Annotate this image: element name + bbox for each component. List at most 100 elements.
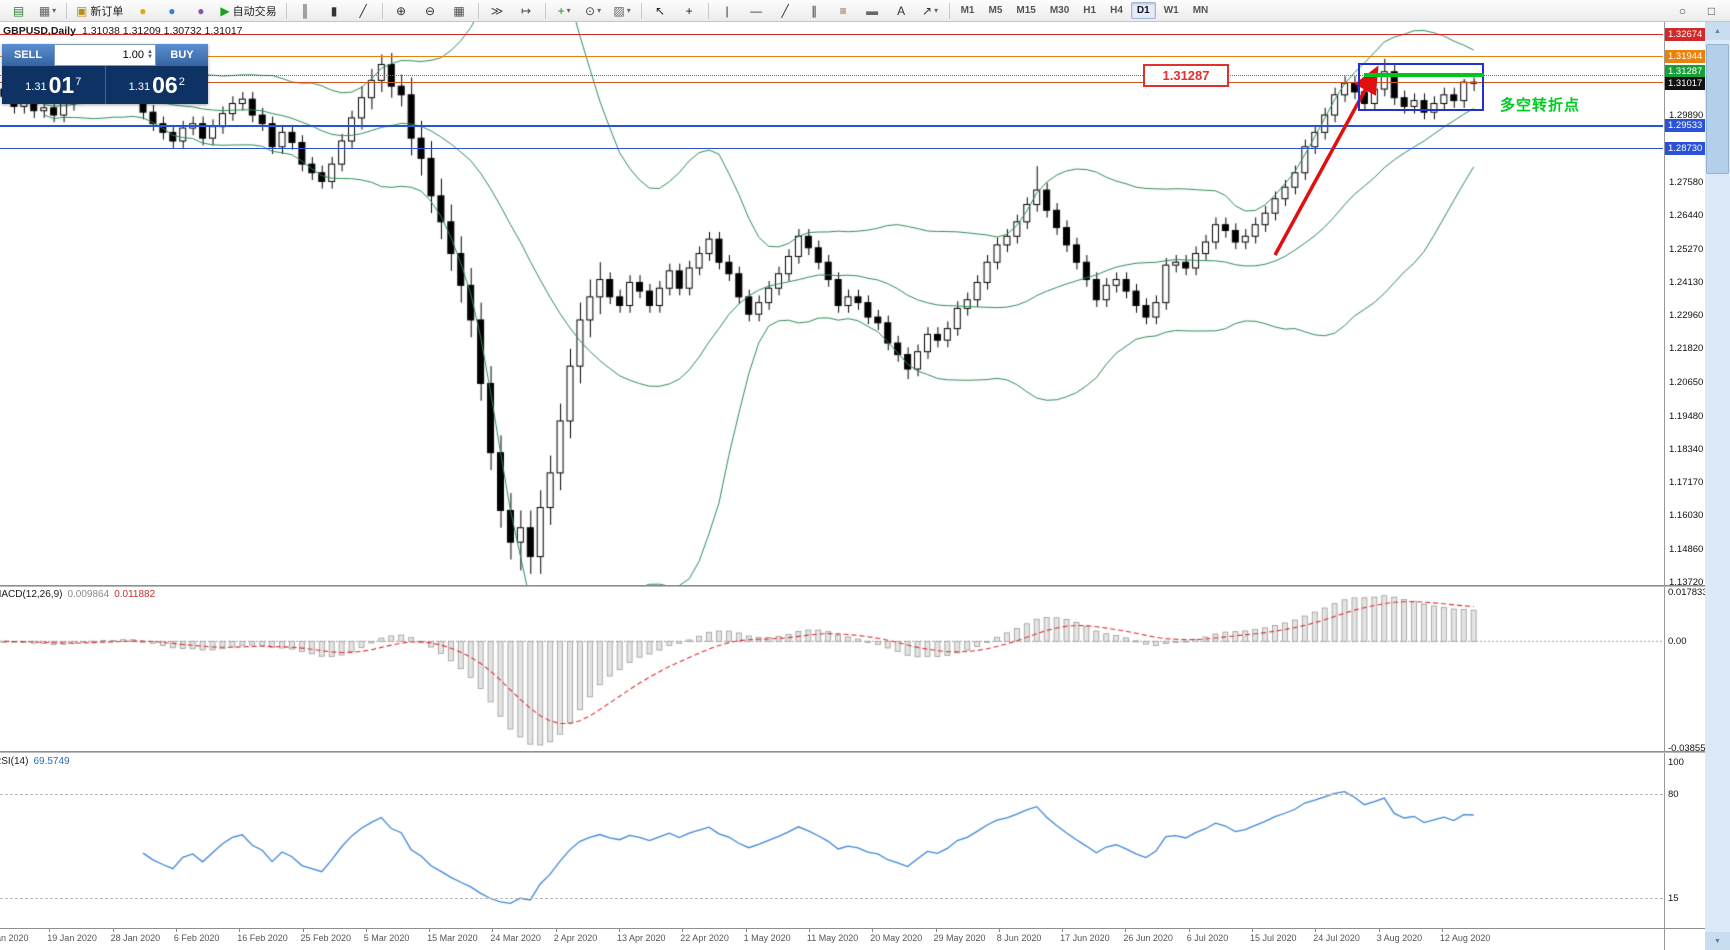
timeframe-h1-button[interactable]: H1 <box>1083 5 1097 16</box>
trendline-button[interactable]: ╱ <box>772 0 799 21</box>
help-center-button[interactable]: ● <box>187 0 214 21</box>
vertical-line-button[interactable]: | <box>714 0 741 21</box>
pin-window-icon: □ <box>1707 3 1716 18</box>
cursor-button[interactable]: ↖ <box>647 0 674 21</box>
toolbar-divider <box>477 2 479 19</box>
spinner-up-icon[interactable]: ▲ <box>147 49 153 55</box>
bar-chart-type-button[interactable]: ║ <box>292 0 319 21</box>
periods-button[interactable]: ⊙ ▾ <box>580 0 607 21</box>
price-callout-label[interactable]: 1.31287 <box>1143 64 1229 87</box>
macd-rsi-splitter[interactable] <box>0 751 1705 753</box>
price-axis-tick: 1.20650 <box>1669 376 1704 388</box>
new-chart-button[interactable]: ▤ <box>5 0 32 21</box>
timeframe-m5-button[interactable]: M5 <box>988 5 1003 16</box>
text-button[interactable]: A <box>888 0 915 21</box>
price-axis-tick: 1.17170 <box>1669 477 1704 489</box>
equidistant-channel-button[interactable]: ∥ <box>801 0 828 21</box>
deposit-funds-button[interactable]: ● <box>129 0 156 21</box>
scrollbar-up-icon[interactable]: ▲ <box>1705 22 1730 40</box>
crosshair-button[interactable]: + <box>676 0 703 21</box>
scrollbar-thumb[interactable] <box>1706 44 1729 174</box>
date-tick <box>239 928 241 932</box>
resistance-line-lower[interactable] <box>0 55 1663 57</box>
indicators-button[interactable]: + ▾ <box>551 0 578 21</box>
scrollbar-down-icon[interactable]: ▼ <box>1705 932 1730 950</box>
support-line-upper[interactable] <box>0 124 1663 127</box>
chart-profiles-button[interactable]: ▦ ▾ <box>34 0 61 21</box>
buy-button[interactable]: BUY <box>156 44 208 66</box>
date-tick <box>1125 928 1127 932</box>
fibonacci-icon: ≡ <box>839 3 847 18</box>
zoom-out-button[interactable]: ⊖ <box>417 0 444 21</box>
line-chart-type-button[interactable]: ╱ <box>350 0 377 21</box>
shapes-button[interactable]: ▬ <box>859 0 886 21</box>
rsi-axis-label: 100 <box>1668 757 1684 768</box>
macd-panel-canvas[interactable] <box>0 586 1663 751</box>
auto-scroll-button[interactable]: ≫ <box>484 0 511 21</box>
pin-window-button[interactable]: □ <box>1698 0 1725 21</box>
timeframe-m30-button[interactable]: M30 <box>1049 5 1070 16</box>
autotrading-icon: ▶ <box>220 3 230 18</box>
date-label: 8 Jan 2020 <box>0 933 29 943</box>
price-axis-tick: 1.13720 <box>1669 576 1704 588</box>
timeframe-mn-button[interactable]: MN <box>1192 5 1209 16</box>
bid-price-line[interactable] <box>0 82 1663 84</box>
date-label: 26 Jun 2020 <box>1123 933 1173 943</box>
volume-spinner[interactable]: ▲ ▼ <box>147 49 153 60</box>
turning-point-level-line[interactable] <box>0 74 1663 76</box>
spinner-down-icon[interactable]: ▼ <box>147 54 153 60</box>
date-tick <box>1188 928 1190 932</box>
support-line-lower[interactable] <box>0 148 1663 150</box>
buy-price[interactable]: 1.31 06 2 <box>106 66 209 104</box>
vertical-scrollbar[interactable]: ▲ ▼ <box>1705 22 1730 950</box>
arrows-button[interactable]: ↗ ▾ <box>917 0 944 21</box>
date-tick <box>429 928 431 932</box>
macd-main-value: 0.009864 <box>67 589 110 600</box>
fibonacci-button[interactable]: ≡ <box>830 0 857 21</box>
mql5-community-button[interactable]: ● <box>158 0 185 21</box>
resistance-line-upper[interactable] <box>0 34 1663 36</box>
horizontal-line-button[interactable]: — <box>743 0 770 21</box>
timeframe-d1-button[interactable]: D1 <box>1130 2 1156 19</box>
price-axis-tick: 1.19480 <box>1669 410 1704 422</box>
date-axis-separator <box>0 928 1705 929</box>
sell-button[interactable]: SELL <box>2 44 54 66</box>
rsi-level-80 <box>0 794 1663 795</box>
autotrading-button[interactable]: ▶ 自动交易 <box>216 0 280 21</box>
turning-point-note[interactable]: 多空转折点 <box>1500 97 1581 114</box>
volume-input[interactable]: 1.00 ▲ ▼ <box>54 44 156 66</box>
templates-button[interactable]: ▨ ▾ <box>609 0 636 21</box>
date-tick <box>112 928 114 932</box>
timeframe-w1-button[interactable]: W1 <box>1163 5 1179 16</box>
price-chart-canvas[interactable] <box>0 22 1663 585</box>
new-order-button[interactable]: ▣ 新订单 <box>72 0 127 21</box>
breakout-level-segment[interactable] <box>1364 73 1484 77</box>
chart-shift-icon: ↦ <box>521 3 532 18</box>
price-axis[interactable]: 1.29890 1.27580 1.26440 1.25270 1.24130 1.229… <box>1664 22 1711 950</box>
date-tick <box>935 928 937 932</box>
chart-shift-button[interactable]: ↦ <box>513 0 540 21</box>
date-tick <box>1441 928 1443 932</box>
zoom-in-button[interactable]: ⊕ <box>388 0 415 21</box>
timeframe-m1-button[interactable]: M1 <box>960 5 975 16</box>
macd-axis-label: -0.038559 <box>1668 743 1711 754</box>
tile-windows-icon: ▦ <box>453 3 465 18</box>
toolbar-divider <box>381 2 383 19</box>
search-icon-button[interactable]: ○ <box>1669 0 1696 21</box>
zoom-out-icon: ⊖ <box>425 3 436 18</box>
caret-down-icon: ▾ <box>597 6 602 15</box>
new-order-icon: ▣ <box>76 3 88 18</box>
date-tick <box>365 928 367 932</box>
timeframe-h4-button[interactable]: H4 <box>1110 5 1123 16</box>
chart-macd-splitter[interactable] <box>0 585 1705 587</box>
rsi-panel-canvas[interactable] <box>0 753 1663 928</box>
macd-signal-value: 0.011882 <box>114 589 156 600</box>
sell-price[interactable]: 1.31 01 7 <box>2 66 105 104</box>
candlestick-chart-type-button[interactable]: ▮ <box>321 0 348 21</box>
candlestick-chart-type-icon: ▮ <box>330 3 338 18</box>
price-badge: 1.31287 <box>1665 64 1706 78</box>
consolidation-rectangle[interactable] <box>1358 63 1484 111</box>
date-tick <box>998 928 1000 932</box>
tile-windows-button[interactable]: ▦ <box>446 0 473 21</box>
timeframe-m15-button[interactable]: M15 <box>1016 5 1036 16</box>
